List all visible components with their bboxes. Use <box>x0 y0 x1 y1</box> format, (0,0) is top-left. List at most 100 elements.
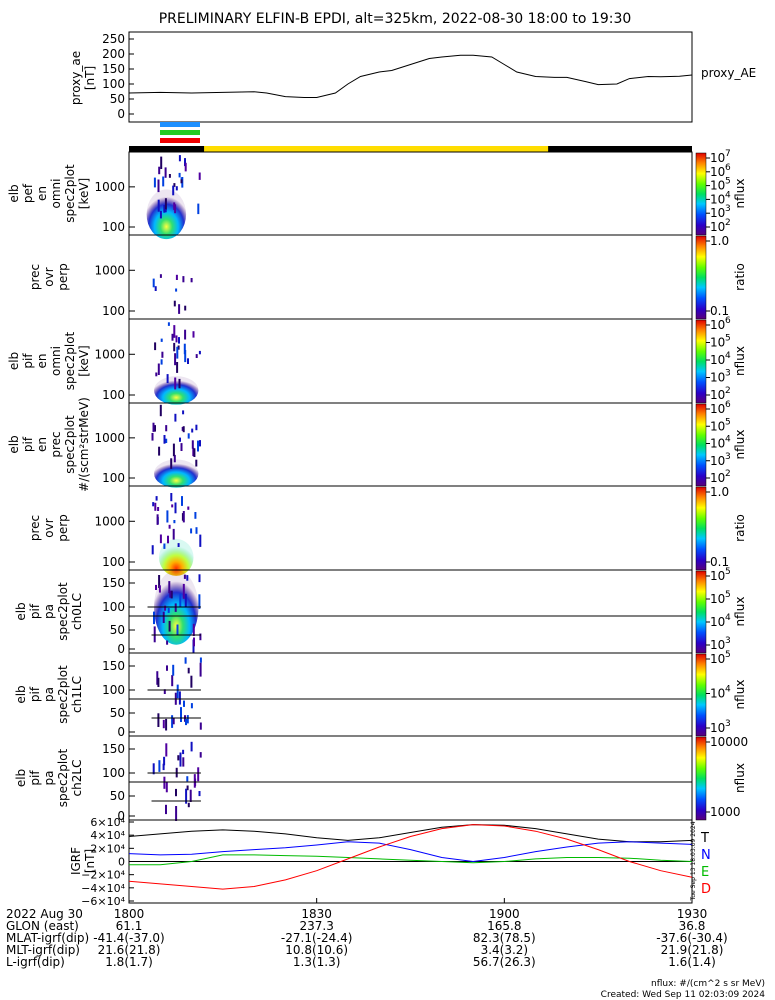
spectrogram-speckle <box>184 329 187 340</box>
footer-row-value: -37.6(-30.4) <box>656 931 727 945</box>
spectrogram-speckle <box>197 767 200 782</box>
spectrogram-speckle <box>179 752 182 767</box>
ylabel-line: prec <box>28 515 42 541</box>
footer-row-value: 1930 <box>677 907 708 921</box>
footer-row-value: -27.1(-24.4) <box>281 931 352 945</box>
ytick-label: 1000 <box>94 431 125 445</box>
colorbar-tick-label: 0.1 <box>710 555 729 569</box>
ylabel-line: perp <box>56 263 70 291</box>
spectrogram-speckle <box>170 590 173 599</box>
footer-row-value: 237.3 <box>299 919 333 933</box>
footer-row-label: L-igrf(dip) <box>6 955 65 969</box>
spectrogram-speckle <box>173 520 176 524</box>
spectrogram-speckle <box>171 715 174 728</box>
ytick-label: 100 <box>102 766 125 780</box>
spectrogram-speckle <box>182 276 185 283</box>
spectrogram-speckle <box>184 350 187 363</box>
spectrogram-speckle <box>176 624 179 636</box>
spectrogram-blob <box>146 189 187 240</box>
footer-row-label: 2022 Aug 30 <box>6 907 83 921</box>
footer-table: 2022 Aug 30 1800 1830 1900 1930 GLON (east) 61… <box>6 898 765 1000</box>
spectrogram-blob <box>158 538 194 576</box>
ytick-label: 50 <box>110 706 125 720</box>
footer-row-value: 36.8 <box>679 919 706 933</box>
colorbar-tick-label: 10 <box>710 569 725 583</box>
colorbar-tick-label: 10 <box>710 353 725 367</box>
spectrogram-speckle <box>157 507 160 511</box>
spectrogram-speckle <box>157 179 160 193</box>
colorbar-tick-exponent: 5 <box>725 177 731 187</box>
spectrogram-speckle <box>172 185 175 196</box>
colorbar-label: nflux <box>733 597 747 627</box>
spectrogram-speckle <box>174 603 177 612</box>
ylabel-line: [keV] <box>77 178 91 209</box>
spectrogram-speckle <box>180 179 183 184</box>
igrf-ytick-label: −4×10⁴ <box>81 882 125 895</box>
colorbar <box>695 403 707 487</box>
spectrogram-speckle <box>163 776 166 789</box>
spectrogram-speckle <box>183 343 186 355</box>
ytick-label: 150 <box>102 576 125 590</box>
footer-row-value: 1.6(1.4) <box>668 955 716 969</box>
colorbar-tick-label: 10 <box>710 151 725 165</box>
spectrogram-speckle <box>168 524 171 529</box>
ae-ytick-label: 200 <box>102 47 125 61</box>
spectrogram-speckle <box>175 288 178 292</box>
spectrogram-speckle <box>171 333 174 341</box>
footer-note-units: nflux: #/(cm^2 s sr MeV) <box>651 979 765 989</box>
spectrogram-speckle <box>173 325 176 338</box>
footer-row-label: MLAT-igrf(dip) <box>6 931 89 945</box>
spectrogram-speckle <box>191 428 194 433</box>
footer-row-value: 1800 <box>114 907 145 921</box>
colorbar-tick-label: 0.1 <box>710 304 729 318</box>
ylabel-line: ovr <box>42 267 56 286</box>
ylabel-line: spec2plot <box>56 748 70 807</box>
spectrogram-speckle <box>162 611 165 623</box>
spectrogram-speckle <box>178 691 181 705</box>
spectrogram-speckle <box>173 342 176 352</box>
spectrogram-speckle <box>176 362 179 373</box>
spectrogram-speckle <box>167 322 170 326</box>
ytick-label: 100 <box>102 555 125 569</box>
spectrogram-speckle <box>169 590 172 598</box>
spectrogram-speckle <box>184 162 187 172</box>
spectrogram-speckle <box>152 422 155 432</box>
spectrogram-blob <box>153 376 199 405</box>
spectrogram-speckle <box>160 338 163 342</box>
panel-frame <box>128 485 693 571</box>
spectrogram-speckle <box>187 802 190 808</box>
ylabel-line: spec2plot <box>56 665 70 724</box>
spectrogram-speckle <box>172 528 175 540</box>
spectrogram-speckle <box>178 378 181 389</box>
spectrogram-speckle <box>199 662 202 677</box>
ytick-label: 150 <box>102 742 125 756</box>
spectrogram-blob <box>153 459 199 488</box>
spectrogram-speckle <box>198 172 201 180</box>
colorbar <box>695 319 707 404</box>
spectrogram-speckle <box>193 637 195 647</box>
spectrogram-speckle <box>184 158 186 167</box>
spectrogram-speckle <box>190 675 193 688</box>
spectrogram-speckle <box>178 155 181 162</box>
spectrogram-speckle <box>187 506 190 510</box>
colorbar-label: nflux <box>733 763 747 793</box>
colorbar-tick-exponent: 5 <box>725 567 731 577</box>
footer-row-value: 21.6(21.8) <box>98 943 161 957</box>
ytick-label: 100 <box>102 600 125 614</box>
footer-note-created: Created: Wed Sep 11 02:03:09 2024 <box>601 990 766 1000</box>
ytick-label: 0 <box>117 642 125 656</box>
spectrogram-speckle <box>158 585 161 593</box>
spectrogram-speckle <box>157 713 160 727</box>
spectrogram-speckle <box>163 435 166 444</box>
spectrogram-speckle <box>158 760 161 772</box>
ylabel-line: omni <box>49 179 63 209</box>
ylabel-line: ch1LC <box>70 676 84 713</box>
ylabel-line: prec <box>28 264 42 290</box>
colorbar <box>695 653 707 737</box>
panel-frame <box>128 402 693 487</box>
spectrogram-speckle <box>175 274 178 280</box>
